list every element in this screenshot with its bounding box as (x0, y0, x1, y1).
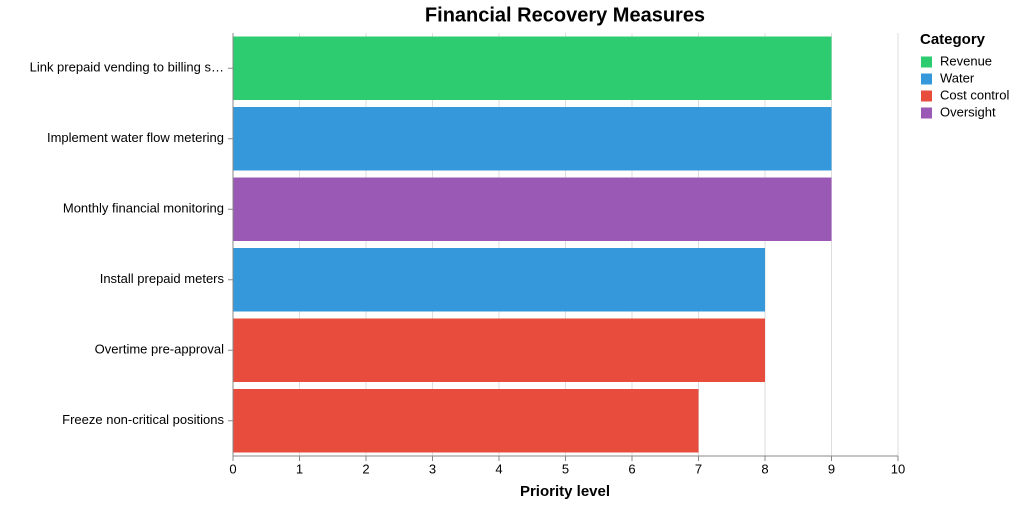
y-tick-label: Link prepaid vending to billing s… (30, 60, 224, 75)
x-tick-label: 1 (296, 461, 303, 476)
x-tick-label: 10 (891, 461, 905, 476)
y-tick-label: Monthly financial monitoring (63, 201, 224, 216)
x-tick-label: 2 (362, 461, 369, 476)
y-tick-label: Install prepaid meters (100, 271, 225, 286)
x-tick-label: 5 (562, 461, 569, 476)
y-tick-label: Implement water flow metering (47, 130, 224, 145)
y-tick-label: Freeze non-critical positions (62, 412, 224, 427)
legend-label: Revenue (940, 53, 992, 68)
bar (233, 177, 832, 241)
legend-label: Oversight (940, 104, 996, 119)
legend-title: Category (920, 31, 986, 48)
x-tick-label: 7 (695, 461, 702, 476)
chart-title: Financial Recovery Measures (425, 4, 705, 26)
bar (233, 389, 699, 453)
x-tick-label: 6 (628, 461, 635, 476)
legend-label: Cost control (940, 87, 1009, 102)
x-tick-label: 3 (429, 461, 436, 476)
legend-label: Water (940, 70, 975, 85)
legend-swatch (921, 107, 932, 119)
legend-swatch (921, 90, 932, 102)
x-tick-label: 9 (828, 461, 835, 476)
bar (233, 248, 765, 312)
bar (233, 318, 765, 382)
x-tick-label: 0 (229, 461, 236, 476)
x-axis-title: Priority level (520, 483, 610, 500)
bar (233, 36, 832, 100)
x-tick-label: 8 (761, 461, 768, 476)
y-tick-label: Overtime pre-approval (95, 342, 224, 357)
x-tick-label: 4 (495, 461, 502, 476)
bar (233, 107, 832, 171)
legend-swatch (921, 56, 932, 68)
legend-swatch (921, 73, 932, 85)
